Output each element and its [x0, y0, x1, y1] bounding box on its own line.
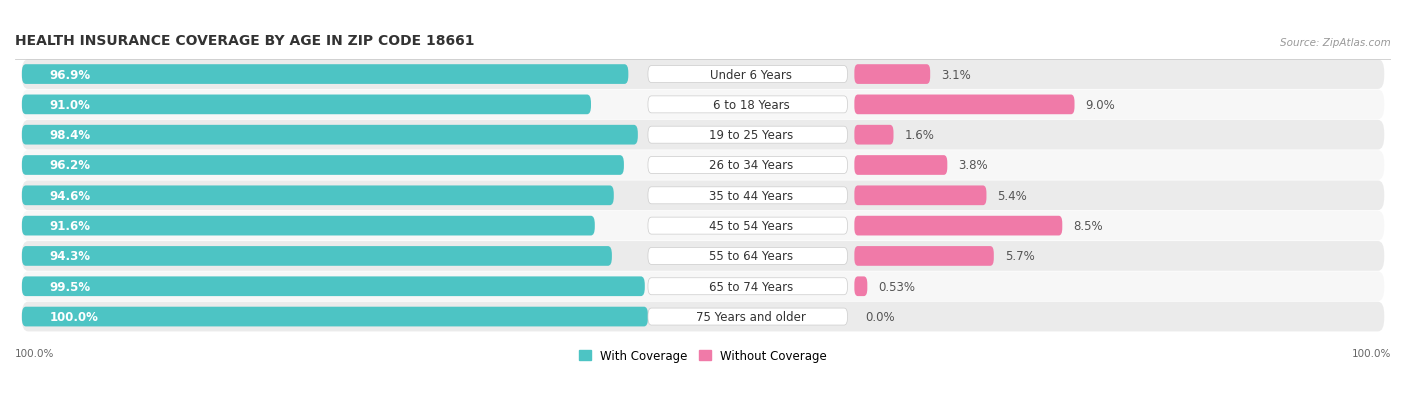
Text: 91.6%: 91.6%: [49, 220, 90, 233]
Text: 100.0%: 100.0%: [49, 310, 98, 323]
FancyBboxPatch shape: [21, 272, 1385, 301]
Text: 0.0%: 0.0%: [865, 310, 896, 323]
FancyBboxPatch shape: [648, 218, 848, 235]
Text: 19 to 25 Years: 19 to 25 Years: [709, 129, 793, 142]
Text: Under 6 Years: Under 6 Years: [710, 69, 792, 81]
FancyBboxPatch shape: [855, 95, 1074, 115]
FancyBboxPatch shape: [22, 95, 591, 115]
FancyBboxPatch shape: [21, 151, 1385, 180]
FancyBboxPatch shape: [22, 65, 628, 85]
FancyBboxPatch shape: [648, 248, 848, 265]
Text: 96.2%: 96.2%: [49, 159, 90, 172]
Text: 45 to 54 Years: 45 to 54 Years: [709, 220, 793, 233]
Text: 100.0%: 100.0%: [1351, 348, 1391, 358]
Text: HEALTH INSURANCE COVERAGE BY AGE IN ZIP CODE 18661: HEALTH INSURANCE COVERAGE BY AGE IN ZIP …: [15, 33, 474, 47]
Text: 35 to 44 Years: 35 to 44 Years: [709, 189, 793, 202]
FancyBboxPatch shape: [22, 307, 648, 327]
FancyBboxPatch shape: [648, 157, 848, 174]
FancyBboxPatch shape: [22, 216, 595, 236]
FancyBboxPatch shape: [855, 65, 931, 85]
FancyBboxPatch shape: [22, 126, 638, 145]
FancyBboxPatch shape: [22, 186, 614, 206]
FancyBboxPatch shape: [855, 216, 1063, 236]
FancyBboxPatch shape: [21, 242, 1385, 271]
FancyBboxPatch shape: [22, 277, 645, 297]
FancyBboxPatch shape: [855, 277, 868, 297]
FancyBboxPatch shape: [855, 156, 948, 176]
FancyBboxPatch shape: [21, 181, 1385, 211]
Text: 3.1%: 3.1%: [941, 69, 972, 81]
Text: Source: ZipAtlas.com: Source: ZipAtlas.com: [1281, 38, 1391, 47]
FancyBboxPatch shape: [648, 97, 848, 114]
Text: 100.0%: 100.0%: [15, 348, 55, 358]
FancyBboxPatch shape: [21, 302, 1385, 332]
FancyBboxPatch shape: [21, 60, 1385, 90]
FancyBboxPatch shape: [855, 247, 994, 266]
FancyBboxPatch shape: [648, 188, 848, 204]
Text: 6 to 18 Years: 6 to 18 Years: [713, 99, 790, 112]
Text: 1.6%: 1.6%: [904, 129, 935, 142]
FancyBboxPatch shape: [21, 211, 1385, 241]
Text: 0.53%: 0.53%: [879, 280, 915, 293]
FancyBboxPatch shape: [648, 66, 848, 83]
Text: 65 to 74 Years: 65 to 74 Years: [709, 280, 793, 293]
Text: 91.0%: 91.0%: [49, 99, 90, 112]
Text: 75 Years and older: 75 Years and older: [696, 310, 806, 323]
Text: 96.9%: 96.9%: [49, 69, 90, 81]
Text: 8.5%: 8.5%: [1073, 220, 1102, 233]
FancyBboxPatch shape: [855, 126, 893, 145]
FancyBboxPatch shape: [855, 186, 987, 206]
FancyBboxPatch shape: [648, 127, 848, 144]
Text: 26 to 34 Years: 26 to 34 Years: [709, 159, 793, 172]
FancyBboxPatch shape: [22, 156, 624, 176]
FancyBboxPatch shape: [21, 121, 1385, 150]
Text: 3.8%: 3.8%: [959, 159, 988, 172]
Text: 5.7%: 5.7%: [1005, 250, 1035, 263]
Text: 94.6%: 94.6%: [49, 189, 90, 202]
FancyBboxPatch shape: [648, 278, 848, 295]
Text: 55 to 64 Years: 55 to 64 Years: [709, 250, 793, 263]
Legend: With Coverage, Without Coverage: With Coverage, Without Coverage: [574, 345, 832, 367]
Text: 99.5%: 99.5%: [49, 280, 90, 293]
Text: 9.0%: 9.0%: [1085, 99, 1115, 112]
FancyBboxPatch shape: [21, 90, 1385, 120]
Text: 94.3%: 94.3%: [49, 250, 90, 263]
FancyBboxPatch shape: [648, 309, 848, 325]
FancyBboxPatch shape: [22, 247, 612, 266]
Text: 98.4%: 98.4%: [49, 129, 90, 142]
Text: 5.4%: 5.4%: [997, 189, 1028, 202]
